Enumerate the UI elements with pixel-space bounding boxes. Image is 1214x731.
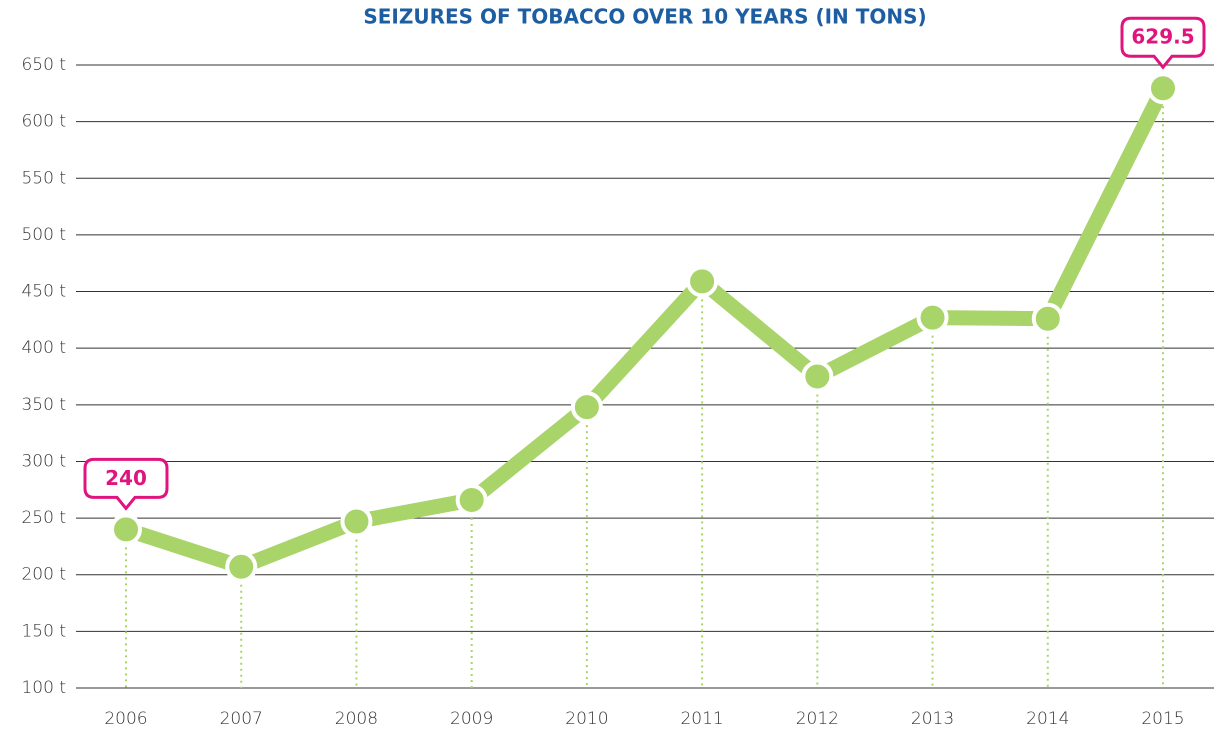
data-label: 240 [105, 466, 147, 490]
data-point [686, 265, 719, 298]
y-tick-label: 150 t [21, 621, 66, 641]
x-tick-label: 2013 [911, 709, 954, 729]
x-tick-label: 2012 [796, 709, 839, 729]
y-tick-label: 600 t [21, 112, 66, 132]
data-point [801, 360, 834, 393]
data-point [455, 483, 488, 516]
x-tick-label: 2007 [220, 709, 263, 729]
x-tick-label: 2009 [450, 709, 493, 729]
x-tick-label: 2010 [565, 709, 608, 729]
data-point [1031, 302, 1064, 335]
x-tick-label: 2011 [680, 709, 723, 729]
y-tick-label: 650 t [21, 55, 66, 75]
x-tick-label: 2015 [1141, 709, 1184, 729]
x-tick-label: 2006 [104, 709, 147, 729]
y-tick-label: 300 t [21, 451, 66, 471]
data-label: 629.5 [1131, 25, 1194, 49]
x-tick-label: 2014 [1026, 709, 1069, 729]
y-tick-label: 450 t [21, 282, 66, 302]
data-point [570, 391, 603, 424]
data-point [340, 505, 373, 538]
data-point [225, 550, 258, 583]
y-tick-label: 250 t [21, 508, 66, 528]
chart-title: SEIZURES OF TOBACCO OVER 10 YEARS (IN TO… [363, 5, 926, 29]
data-point [110, 513, 142, 546]
data-point [916, 301, 949, 334]
callout-box [83, 457, 169, 511]
y-tick-label: 400 t [21, 338, 66, 358]
y-tick-label: 200 t [21, 565, 66, 585]
y-tick-label: 350 t [21, 395, 66, 415]
callout: 240 [83, 457, 169, 511]
y-tick-label: 100 t [21, 678, 66, 698]
data-point [1147, 72, 1179, 105]
y-tick-label: 550 t [21, 168, 66, 188]
series-line [123, 84, 1170, 575]
x-tick-label: 2008 [335, 709, 378, 729]
y-tick-label: 500 t [21, 225, 66, 245]
callout-box [1120, 16, 1206, 70]
callout: 629.5 [1120, 16, 1206, 70]
